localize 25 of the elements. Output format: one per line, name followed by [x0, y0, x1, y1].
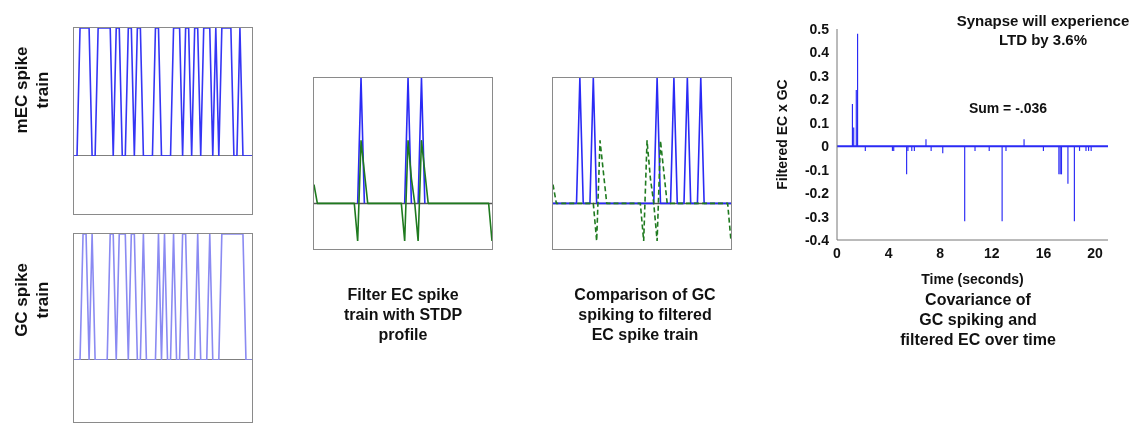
- y-axis-title: GC spike train: [11, 262, 53, 339]
- x-tick-label: 16: [1035, 244, 1052, 261]
- text: Covariance of GC spiking and filtered EC over time: [899, 290, 1057, 350]
- text: Filter EC spike train with STDP profile: [342, 285, 464, 345]
- x-tick-label: 0: [833, 244, 842, 261]
- y-tick-label: -0.2: [804, 185, 830, 202]
- text: Comparison of GC spiking to filtered EC spike train: [573, 285, 717, 345]
- annotation: Sum = -.036: [967, 100, 1049, 116]
- y-tick-label: -0.4: [804, 231, 830, 248]
- y-tick-label: 0.2: [809, 91, 830, 108]
- y-axis-title: Filtered EC x GC: [773, 79, 790, 190]
- x-tick-label: 4: [884, 244, 893, 261]
- y-tick-label: -0.3: [804, 208, 830, 225]
- x-tick-label: 20: [1087, 244, 1104, 261]
- x-tick-label: 8: [936, 244, 945, 261]
- y-tick-label: 0.1: [809, 114, 830, 131]
- y-tick-label: 0.3: [809, 67, 830, 84]
- y-tick-label: 0.4: [809, 44, 830, 61]
- y-tick-label: -0.1: [804, 161, 830, 178]
- y-tick-label: 0.5: [809, 20, 830, 37]
- x-tick-label: 12: [984, 244, 1000, 261]
- x-axis-title: Time (seconds): [921, 271, 1024, 287]
- y-tick-label: 0: [821, 138, 830, 155]
- y-axis-title: mEC spike train: [11, 45, 53, 136]
- chart-title: Synapse will experience LTD by 3.6%: [955, 11, 1131, 49]
